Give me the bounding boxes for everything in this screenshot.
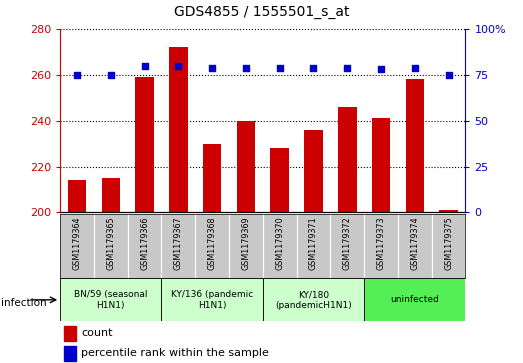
- Text: GSM1179366: GSM1179366: [140, 216, 149, 270]
- Bar: [162, 278, 263, 321]
- Text: GSM1179364: GSM1179364: [73, 216, 82, 270]
- Text: GSM1179372: GSM1179372: [343, 216, 352, 270]
- Point: [107, 72, 115, 78]
- Bar: [101, 178, 120, 212]
- Text: GSM1179369: GSM1179369: [242, 216, 251, 270]
- Point: [208, 65, 217, 70]
- Bar: [304, 130, 323, 212]
- Text: BN/59 (seasonal
H1N1): BN/59 (seasonal H1N1): [74, 290, 147, 310]
- Bar: [263, 278, 364, 321]
- Bar: [64, 326, 75, 341]
- Bar: [270, 148, 289, 212]
- Bar: [68, 180, 86, 212]
- Bar: [236, 121, 255, 212]
- Point: [73, 72, 81, 78]
- Text: GSM1179365: GSM1179365: [106, 216, 115, 270]
- Point: [445, 72, 453, 78]
- Text: count: count: [81, 329, 113, 338]
- Bar: [372, 118, 390, 212]
- Bar: [405, 79, 424, 212]
- Point: [276, 65, 284, 70]
- Point: [343, 65, 351, 70]
- Bar: [338, 107, 357, 212]
- Text: GSM1179374: GSM1179374: [411, 216, 419, 270]
- Point: [242, 65, 250, 70]
- Text: GSM1179367: GSM1179367: [174, 216, 183, 270]
- Text: GDS4855 / 1555501_s_at: GDS4855 / 1555501_s_at: [174, 5, 349, 20]
- Point: [377, 66, 385, 72]
- Point: [174, 63, 183, 69]
- Point: [140, 63, 149, 69]
- Text: GSM1179375: GSM1179375: [444, 216, 453, 270]
- Text: GSM1179368: GSM1179368: [208, 216, 217, 270]
- Bar: [60, 278, 162, 321]
- Text: uninfected: uninfected: [391, 295, 439, 304]
- Text: KY/136 (pandemic
H1N1): KY/136 (pandemic H1N1): [171, 290, 253, 310]
- Bar: [64, 346, 75, 361]
- Text: GSM1179371: GSM1179371: [309, 216, 318, 270]
- Text: percentile rank within the sample: percentile rank within the sample: [81, 348, 269, 358]
- Point: [309, 65, 317, 70]
- Bar: [135, 77, 154, 212]
- Bar: [203, 144, 221, 212]
- Bar: [439, 210, 458, 212]
- Text: GSM1179373: GSM1179373: [377, 216, 385, 270]
- Point: [411, 65, 419, 70]
- Text: infection: infection: [1, 298, 47, 308]
- Bar: [169, 47, 188, 212]
- Bar: [364, 278, 465, 321]
- Text: GSM1179370: GSM1179370: [275, 216, 284, 270]
- Text: KY/180
(pandemicH1N1): KY/180 (pandemicH1N1): [275, 290, 352, 310]
